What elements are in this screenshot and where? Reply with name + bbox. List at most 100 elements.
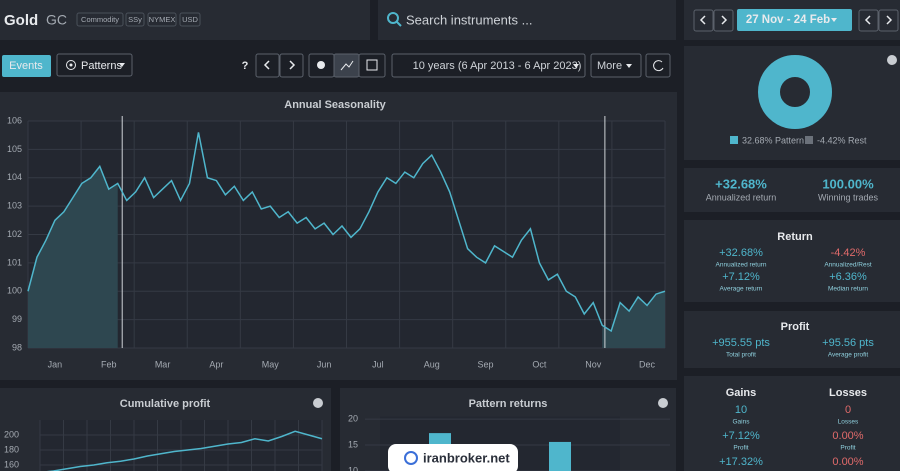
stat-label: Losses [838,419,859,426]
help-icon [313,398,323,408]
view-button[interactable] [333,53,360,78]
next-button[interactable] [878,9,899,32]
x-tick-label: Jan [48,359,63,369]
instrument-name: Gold [4,12,38,29]
period-dropdown[interactable] [391,53,586,78]
line-icon [340,60,354,71]
line-series [27,132,666,333]
bug-icon [317,61,325,69]
chart-title: Annual Seasonality [284,99,386,111]
summary-panel [684,168,900,212]
y-tick-label: 98 [12,342,22,352]
summary-value: +32.68% [715,176,767,191]
tag-box [76,12,124,27]
tag: USD [182,15,198,24]
donut [758,55,832,129]
stat-value: 0.00% [832,456,863,468]
refresh-button[interactable] [645,53,671,78]
summary-value: 100.00% [822,176,874,191]
patterns-icon [66,60,76,70]
date-range: 27 Nov - 24 Feb [746,14,830,26]
stat-value: +95.56 pts [822,337,874,349]
y-tick-label: 104 [7,172,22,182]
caret [626,64,632,68]
prev-button[interactable] [858,9,879,32]
view-button[interactable] [358,53,386,78]
x-tick-label: Aug [424,359,440,369]
stat-label: Annualized/Rest [824,262,872,269]
summary-label: Winning trades [818,192,879,202]
bar [549,441,571,471]
legend-swatch [730,136,738,144]
y-tick-label: 101 [7,257,22,267]
more-button[interactable] [590,53,642,78]
legend-swatch [805,136,813,144]
y-tick-label: 105 [7,144,22,154]
stat-value: +7.12% [722,271,760,283]
y-tick-label: 180 [4,444,19,454]
pattern-shade [602,291,665,348]
pattern-shade [28,166,118,348]
tag: Commodity [81,15,119,24]
stat-label: Average return [720,286,763,293]
search-panel[interactable] [378,0,676,40]
stat-label: Annualized return [716,262,767,269]
help-icon: ? [242,60,249,72]
chevron [721,15,728,25]
search-icon [396,21,402,27]
tag: NYMEX [149,15,176,24]
chart-title: Pattern returns [469,398,548,410]
stat-value: -4.42% [831,247,866,259]
prev-button[interactable] [693,9,714,32]
watermark: iranbroker.net [423,450,510,465]
stat-value: +7.12% [722,430,760,442]
stat-value: 0 [845,404,851,416]
profit-panel [684,311,900,368]
caret [573,64,579,68]
stat-value: +955.55 pts [712,337,770,349]
column-header: Losses [829,387,867,399]
date-range-button[interactable] [737,9,852,31]
stat-label: Median return [828,286,868,293]
gains-panel [684,376,900,471]
refresh-icon [653,60,664,72]
y-tick-label: 102 [7,229,22,239]
panel-title: Profit [781,321,810,333]
x-tick-label: Nov [585,359,602,369]
events-button[interactable] [2,55,51,77]
stat-value: +32.68% [719,247,763,259]
stat-label: Average profit [828,352,869,359]
stat-label: Gains [733,419,751,426]
calendar-icon [366,59,378,71]
tag-box [179,12,201,27]
y-tick-label: 100 [7,286,22,296]
y-tick-label: 160 [4,459,19,469]
header-panel [0,0,370,40]
stat-value: +17.32% [719,456,763,468]
x-tick-label: Dec [639,359,656,369]
column-header: Gains [726,387,757,399]
y-tick-label: 200 [4,429,19,439]
x-tick-label: Mar [155,359,171,369]
help-icon [887,55,897,65]
forward-button[interactable] [279,53,304,78]
panel-title: Return [777,231,813,243]
x-tick-label: Apr [209,359,223,369]
patterns-button[interactable] [56,53,133,77]
caret [119,63,125,67]
legend-entry: 32.68% Pattern [742,135,804,145]
chevron [886,15,893,25]
instrument-symbol: GC [46,12,67,28]
events-label: Events [9,60,43,72]
back-button[interactable] [255,53,280,78]
legend-entry: -4.42% Rest [817,135,867,145]
x-tick-label: Sep [478,359,494,369]
stat-value: 0.00% [832,430,863,442]
patterns-label: Patterns [81,60,122,72]
next-button[interactable] [713,9,734,32]
stat-value: 10 [735,404,747,416]
return-panel [684,220,900,302]
tag-box [125,12,145,27]
y-tick-label: 15 [348,439,358,449]
